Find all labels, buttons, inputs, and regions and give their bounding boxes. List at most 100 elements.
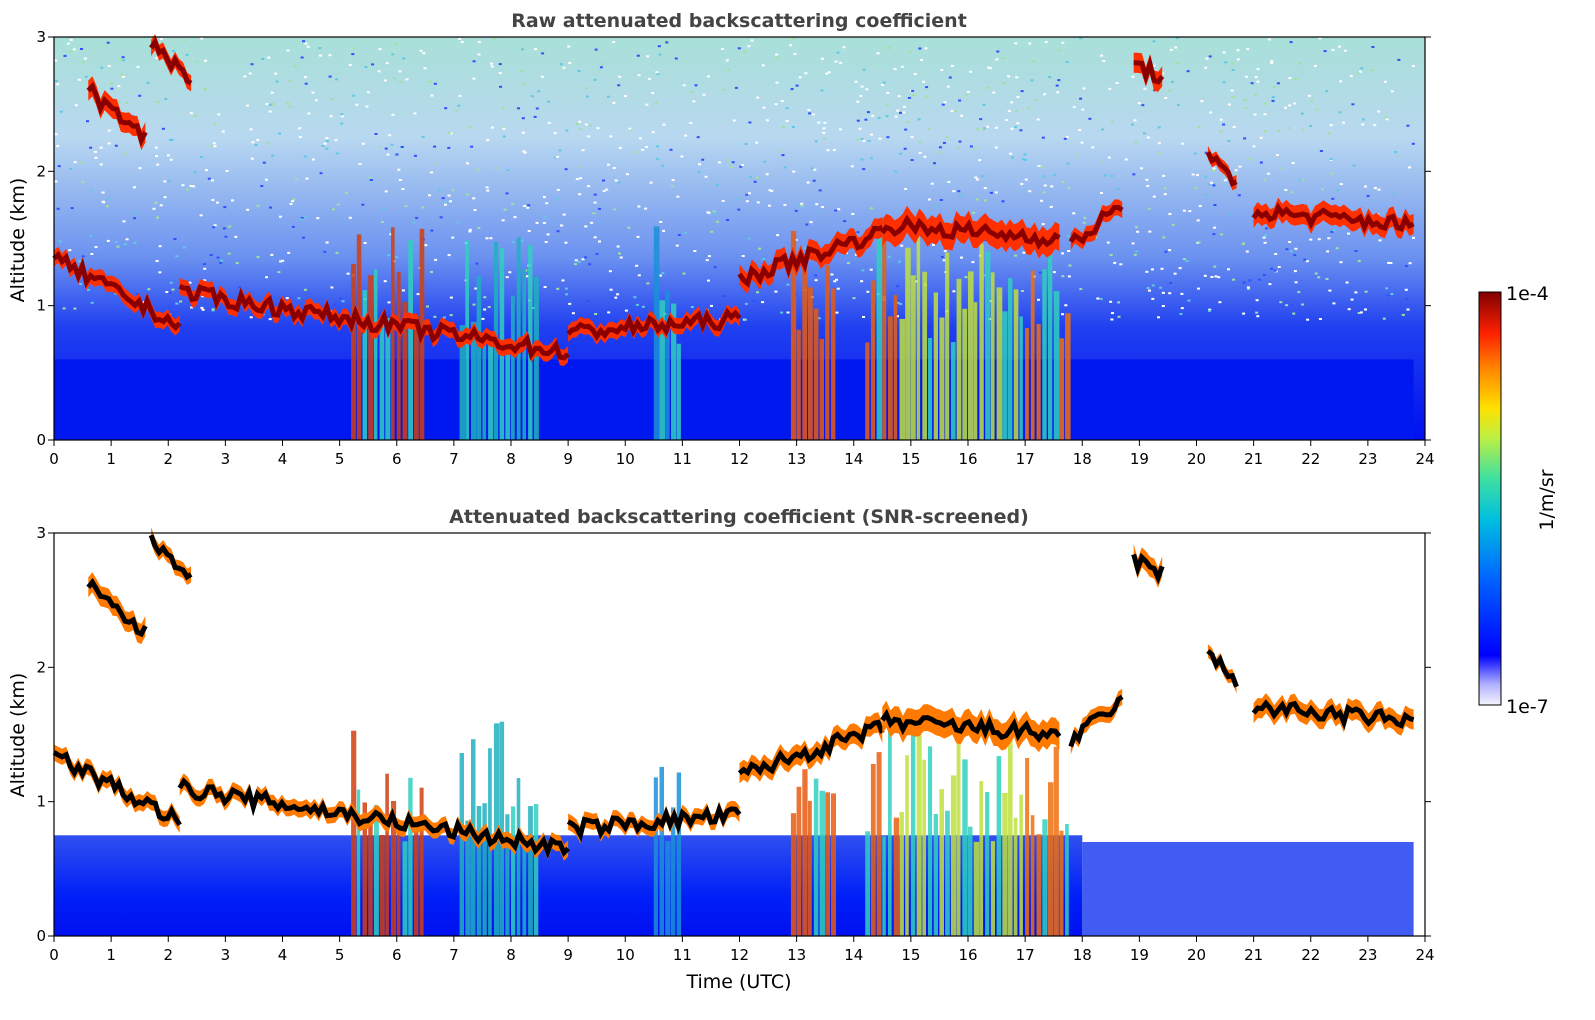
noise-pixel — [1319, 150, 1323, 152]
noise-pixel — [571, 312, 575, 315]
noise-pixel — [221, 130, 225, 133]
precip-shaft — [945, 810, 950, 936]
noise-pixel — [641, 305, 645, 308]
noise-pixel — [948, 76, 952, 79]
noise-pixel — [217, 113, 221, 116]
noise-pixel — [475, 262, 479, 265]
noise-pixel — [1145, 270, 1149, 273]
noise-pixel — [982, 128, 986, 131]
noise-pixel — [155, 155, 158, 158]
noise-pixel — [743, 318, 747, 321]
noise-pixel — [505, 192, 509, 195]
noise-pixel — [966, 90, 970, 93]
noise-pixel — [1169, 282, 1172, 284]
noise-pixel — [1360, 67, 1364, 70]
precip-shaft — [996, 756, 1002, 936]
noise-pixel — [981, 175, 985, 178]
noise-pixel — [1037, 298, 1040, 301]
noise-pixel — [430, 229, 434, 232]
noise-pixel — [1318, 37, 1322, 40]
noise-pixel — [135, 292, 139, 295]
x-tick-label: 8 — [506, 450, 516, 468]
screened-panel: Attenuated backscattering coefficient (S… — [7, 506, 1435, 993]
noise-pixel — [747, 237, 751, 240]
precip-shaft — [870, 280, 876, 440]
noise-pixel — [154, 146, 158, 149]
noise-pixel — [808, 112, 812, 115]
precip-shaft — [796, 329, 801, 440]
noise-pixel — [133, 186, 136, 189]
noise-pixel — [1207, 310, 1211, 312]
noise-pixel — [545, 202, 549, 205]
cloud-layer-core — [737, 719, 885, 777]
noise-pixel — [1292, 312, 1296, 315]
noise-pixel — [477, 41, 481, 44]
noise-pixel — [932, 243, 935, 246]
noise-pixel — [558, 149, 562, 152]
noise-pixel — [717, 161, 721, 164]
noise-pixel — [391, 53, 395, 56]
noise-pixel — [626, 173, 629, 176]
noise-pixel — [1254, 93, 1258, 96]
noise-pixel — [1248, 279, 1252, 282]
noise-pixel — [395, 256, 399, 259]
noise-pixel — [644, 207, 648, 210]
noise-pixel — [1117, 315, 1121, 318]
precip-shaft — [939, 317, 945, 440]
noise-pixel — [1237, 194, 1241, 197]
precip-shaft — [396, 823, 401, 936]
noise-pixel — [291, 200, 295, 203]
noise-pixel — [1079, 37, 1083, 40]
noise-pixel — [254, 144, 258, 146]
noise-pixel — [612, 101, 616, 104]
noise-pixel — [176, 313, 179, 316]
noise-pixel — [316, 217, 320, 220]
noise-pixel — [175, 302, 179, 305]
noise-pixel — [56, 207, 60, 210]
precip-shaft — [933, 292, 938, 440]
noise-pixel — [1209, 181, 1213, 184]
noise-pixel — [952, 290, 956, 293]
noise-pixel — [265, 276, 269, 279]
precip-shaft — [876, 226, 883, 440]
precip-shaft — [1036, 834, 1042, 936]
noise-pixel — [825, 72, 829, 75]
noise-pixel — [933, 162, 936, 165]
noise-pixel — [1185, 260, 1189, 262]
noise-pixel — [144, 312, 148, 315]
noise-pixel — [1327, 237, 1331, 240]
x-tick-label: 19 — [1130, 450, 1149, 468]
noise-pixel — [1378, 239, 1382, 242]
noise-pixel — [116, 245, 120, 248]
precip-shaft — [505, 344, 511, 440]
noise-pixel — [978, 159, 982, 162]
noise-pixel — [223, 227, 226, 230]
noise-pixel — [736, 197, 740, 200]
noise-pixel — [617, 181, 621, 184]
noise-pixel — [637, 74, 641, 77]
noise-pixel — [1264, 234, 1268, 237]
noise-pixel — [1389, 262, 1393, 264]
precip-shaft — [659, 766, 664, 936]
noise-pixel — [1210, 276, 1214, 278]
x-tick-label: 21 — [1244, 946, 1263, 964]
noise-pixel — [587, 135, 591, 138]
noise-pixel — [58, 240, 62, 243]
noise-pixel — [1108, 87, 1112, 90]
noise-pixel — [1007, 75, 1011, 78]
noise-pixel — [319, 54, 322, 57]
noise-pixel — [903, 147, 907, 150]
noise-pixel — [1331, 48, 1335, 51]
noise-pixel — [1354, 250, 1358, 252]
noise-pixel — [54, 180, 58, 183]
noise-pixel — [404, 205, 408, 208]
noise-pixel — [1072, 106, 1076, 109]
noise-pixel — [1301, 303, 1305, 306]
noise-pixel — [747, 192, 751, 195]
precip-shaft — [1019, 316, 1023, 440]
noise-pixel — [925, 95, 929, 98]
noise-pixel — [602, 179, 605, 182]
noise-pixel — [811, 167, 814, 170]
noise-pixel — [1382, 317, 1386, 320]
noise-pixel — [1284, 188, 1288, 191]
